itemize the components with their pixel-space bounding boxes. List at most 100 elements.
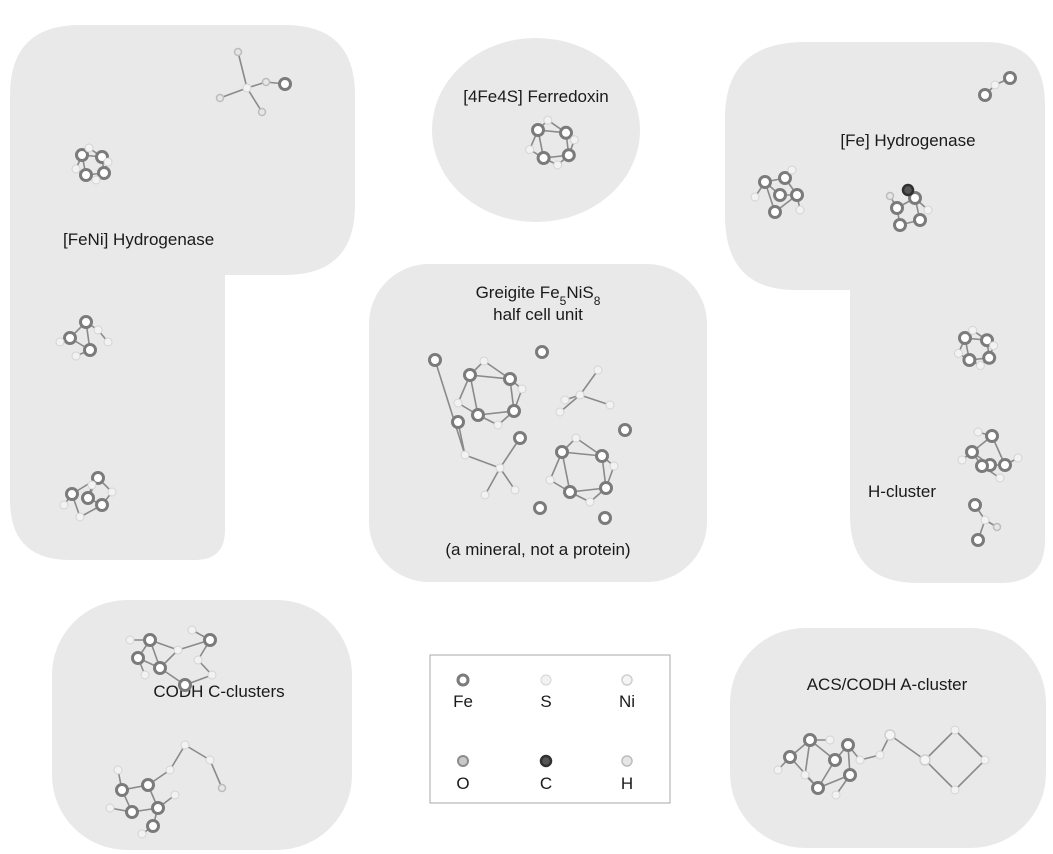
greigite-cube-2-atom-fe <box>599 481 613 495</box>
codh-label: CODH C-clusters <box>153 682 284 701</box>
feni-ligand-cluster-atom-fe <box>278 77 292 91</box>
codh-cluster-top-atom-s <box>207 670 217 680</box>
acs-label: ACS/CODH A-cluster <box>807 675 968 694</box>
region-fe-hydrogenase <box>725 42 1045 583</box>
greigite-cube-1-atom-fe <box>463 368 477 382</box>
greigite-frame-atom-fe <box>598 511 612 525</box>
fe-hydrogenase-ligand <box>978 71 1017 102</box>
feni-ligand-cluster-atom-h <box>233 47 243 57</box>
region-feni-hydrogenase <box>10 25 355 560</box>
cluster-structures <box>55 47 1023 839</box>
acs-cluster-atom-s <box>831 790 841 800</box>
feni-3fe-cluster-atom-s <box>93 325 103 335</box>
acs-cluster-atom-s <box>825 735 835 745</box>
feni-cluster-bottom-atom-fe <box>65 487 79 501</box>
greigite-cube-1-atom-s <box>517 384 527 394</box>
greigite-title: Greigite Fe5NiS8 <box>476 283 601 308</box>
codh-cluster-bottom-atom-fe <box>125 805 139 819</box>
fe-hydrogenase-ring-1-atom-s <box>795 205 805 215</box>
codh-cluster-bottom-atom-s <box>113 765 123 775</box>
acs-cluster-bond <box>889 734 926 761</box>
greigite-subscript-5: 5 <box>560 294 567 308</box>
acs-cluster-atom-s <box>800 770 810 780</box>
fe-hydrogenase-ring-2-atom-h <box>885 191 895 201</box>
h-cluster-cube-2-atom-s <box>957 455 967 465</box>
greigite-frame-atom-s <box>593 365 603 375</box>
greigite-title-prefix: Greigite Fe <box>476 283 560 302</box>
legend-fe-symbol <box>456 673 470 687</box>
feni-cube-1-atom-fe <box>75 148 89 162</box>
feni-cube-1-atom-fe <box>79 168 93 182</box>
greigite-cube-1-atom-fe <box>471 408 485 422</box>
greigite-cube-1-atom-fe <box>503 372 517 386</box>
greigite-cube-1-atom-s <box>493 420 503 430</box>
fe-hydrogenase-ring-1-atom-fe <box>768 205 782 219</box>
h-cluster-cube-2 <box>957 427 1023 483</box>
acs-cluster-atom-fe <box>811 781 825 795</box>
legend-h-symbol <box>621 755 633 767</box>
codh-cluster-top-atom-fe <box>143 633 157 647</box>
codh-cluster-top-atom-fe <box>178 678 192 692</box>
acs-cluster-atom-fe <box>803 733 817 747</box>
feni-3fe-cluster-atom-fe <box>83 343 97 357</box>
feni-cluster-bottom-atom-fe <box>81 491 95 505</box>
acs-cluster-atom-fe <box>841 738 855 752</box>
greigite-cube-1-atom-s <box>453 398 463 408</box>
fe-hydrogenase-ring-1-atom-fe <box>773 188 787 202</box>
feni-cube-1-atom-s <box>91 175 101 185</box>
acs-cluster-bond <box>954 759 986 791</box>
ferredoxin-cube-atom-s <box>543 115 553 125</box>
fe-hydrogenase-ring-2-atom-s <box>923 205 933 215</box>
fe-hydrogenase-ligand-atom-s <box>990 80 1000 90</box>
codh-cluster-bottom-atom-s <box>205 755 215 765</box>
legend-s-label: S <box>540 692 551 711</box>
fe-hydrogenase-ring-1-atom-fe <box>778 171 792 185</box>
ferredoxin-cube <box>525 115 579 170</box>
h-cluster-cube-1-atom-s <box>953 348 963 358</box>
fe-hydrogenase-ring-1-atom-s <box>787 165 797 175</box>
greigite-frame-atom-s <box>605 400 615 410</box>
feni-cluster-bottom-atom-s <box>75 512 85 522</box>
codh-cluster-bottom-atom-h <box>217 783 227 793</box>
codh-cluster-top <box>125 625 217 692</box>
feni-cluster-bottom-atom-s <box>59 500 69 510</box>
greigite-cube-2-atom-s <box>545 475 555 485</box>
h-cluster-cube-2-atom-fe <box>975 459 989 473</box>
greigite-note: (a mineral, not a protein) <box>445 540 630 559</box>
greigite-cube-1 <box>453 356 527 430</box>
h-cluster-ligand-atom-fe <box>971 533 985 547</box>
legend-ni-label: Ni <box>619 692 635 711</box>
ferredoxin-cube-atom-s <box>525 145 535 155</box>
legend-c-symbol <box>539 754 553 768</box>
feni-3fe-cluster-atom-fe <box>63 331 77 345</box>
feni-cluster-bottom-atom-s <box>87 480 97 490</box>
greigite-subscript-8: 8 <box>594 294 601 308</box>
h-cluster-cube-1-atom-s <box>968 325 978 335</box>
fe-hydrogenase-ring-2-atom-fe <box>893 218 907 232</box>
greigite-frame <box>428 345 632 525</box>
feni-cluster-bottom-atom-s <box>107 487 117 497</box>
legend-ni-symbol <box>621 674 633 686</box>
greigite-frame-atom-s <box>510 485 520 495</box>
greigite-subtitle: half cell unit <box>493 305 583 324</box>
h-cluster-cube-1-atom-fe <box>980 333 994 348</box>
codh-cluster-bottom-atom-fe <box>141 778 155 792</box>
codh-cluster-top-atom-fe <box>153 661 167 675</box>
acs-cluster-atom-s <box>950 725 960 735</box>
codh-cluster-bottom <box>105 740 227 839</box>
feni-ligand-cluster-bond <box>237 51 248 89</box>
codh-cluster-bottom-atom-s <box>170 790 180 800</box>
greigite-frame-atom-s <box>495 463 505 473</box>
greigite-frame-atom-fe <box>535 345 549 359</box>
feni-cluster-bottom-atom-fe <box>91 471 105 485</box>
acs-cluster-atom-ni <box>919 754 931 766</box>
acs-cluster-atom-s <box>875 750 885 760</box>
ferredoxin-cube-atom-fe <box>561 148 576 163</box>
legend-h-label: H <box>621 774 633 793</box>
fe-hydrogenase-label: [Fe] Hydrogenase <box>840 131 975 150</box>
fe-hydrogenase-ring-1-atom-s <box>750 192 760 202</box>
h-cluster-cube-2-atom-fe <box>985 429 999 443</box>
h-cluster-cube-1-atom-fe <box>962 353 977 367</box>
feni-3fe-cluster-atom-s <box>55 337 65 347</box>
acs-cluster-atom-s <box>950 785 960 795</box>
